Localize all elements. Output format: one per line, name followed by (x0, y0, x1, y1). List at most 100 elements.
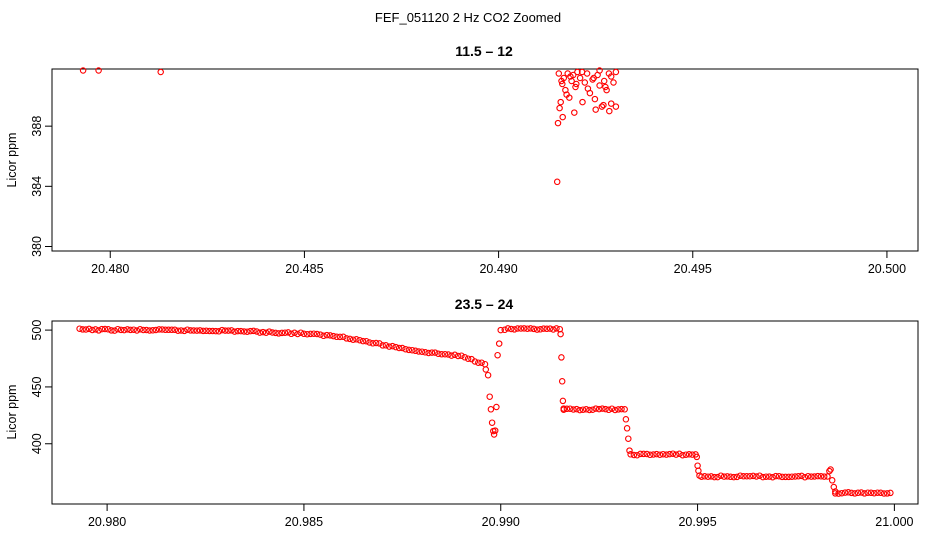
data-point (108, 327, 115, 334)
data-point (883, 490, 891, 497)
x-tick-label: 21.000 (875, 515, 913, 529)
data-point (563, 405, 571, 413)
data-point (95, 327, 102, 334)
data-point (772, 472, 780, 480)
data-point (356, 336, 363, 344)
y-tick-label: 400 (30, 433, 44, 454)
data-point (576, 74, 584, 82)
data-point (405, 346, 413, 354)
data-point (743, 472, 750, 480)
data-point (326, 332, 334, 339)
data-point (556, 104, 563, 112)
data-point (253, 328, 260, 335)
data-point (558, 354, 565, 361)
data-point (633, 451, 641, 459)
data-point (76, 325, 83, 332)
data-point (486, 393, 493, 400)
data-point (243, 328, 251, 335)
data-point (372, 339, 380, 347)
data-point (775, 472, 783, 480)
data-point (281, 329, 289, 336)
data-point (507, 325, 515, 333)
panel-1-plot-frame (51, 68, 919, 252)
data-point (441, 350, 449, 358)
data-point (828, 477, 836, 484)
data-point (269, 329, 276, 336)
data-point (701, 473, 708, 480)
data-point (152, 326, 160, 334)
data-point (382, 342, 390, 349)
data-point (218, 326, 226, 334)
data-point (778, 473, 786, 481)
data-point (566, 405, 574, 412)
data-point (288, 330, 295, 338)
data-point (607, 73, 615, 80)
data-point (824, 473, 831, 480)
data-point (262, 329, 270, 336)
data-point (621, 406, 628, 413)
data-point (353, 336, 360, 343)
data-point (158, 326, 166, 333)
data-point (717, 472, 725, 479)
data-point (663, 451, 670, 458)
data-point (557, 330, 564, 338)
data-point (817, 473, 825, 480)
data-point (85, 325, 93, 333)
data-point (707, 473, 715, 480)
data-point (546, 325, 554, 332)
data-point (711, 473, 718, 481)
x-tick-label: 20.490 (479, 262, 517, 276)
data-point (514, 325, 521, 332)
data-point (181, 327, 188, 335)
data-point (310, 330, 318, 337)
data-point (600, 77, 608, 85)
y-tick-label: 384 (30, 176, 44, 197)
data-point (798, 472, 805, 480)
data-point (814, 472, 822, 480)
data-point (120, 326, 128, 334)
data-point (294, 330, 301, 338)
data-point (559, 397, 567, 405)
data-point (586, 406, 593, 414)
data-point (870, 489, 878, 497)
data-point (553, 178, 561, 186)
data-point (637, 450, 644, 458)
data-point (209, 327, 216, 335)
data-point (659, 450, 667, 458)
data-point (171, 326, 179, 334)
data-point (827, 466, 834, 473)
data-point (415, 348, 422, 355)
data-point (291, 329, 298, 337)
data-point (676, 450, 683, 458)
data-point (820, 473, 828, 480)
data-point (490, 431, 498, 438)
data-point (570, 406, 577, 413)
panel-1-x-axis: 20.480 20.485 20.490 20.495 20.500 (91, 251, 906, 276)
data-point (79, 67, 87, 74)
data-point (874, 489, 881, 496)
data-point (275, 330, 282, 337)
data-point (554, 119, 562, 127)
data-point (693, 453, 701, 461)
data-point (733, 473, 741, 481)
data-point (225, 327, 232, 334)
data-point (766, 473, 773, 480)
data-point (117, 326, 125, 334)
data-point (558, 378, 566, 385)
data-point (559, 113, 566, 121)
data-point (82, 326, 90, 333)
data-point (300, 330, 308, 338)
data-point (143, 326, 150, 334)
x-tick-label: 20.485 (285, 262, 323, 276)
data-point (333, 333, 340, 341)
data-point (461, 354, 469, 361)
data-point (610, 79, 617, 86)
data-point (445, 351, 452, 358)
data-point (553, 325, 560, 332)
data-point (231, 328, 238, 335)
data-point (550, 326, 557, 333)
data-point (320, 332, 327, 340)
data-point (95, 67, 102, 74)
data-point (832, 490, 839, 497)
data-point (284, 329, 292, 336)
